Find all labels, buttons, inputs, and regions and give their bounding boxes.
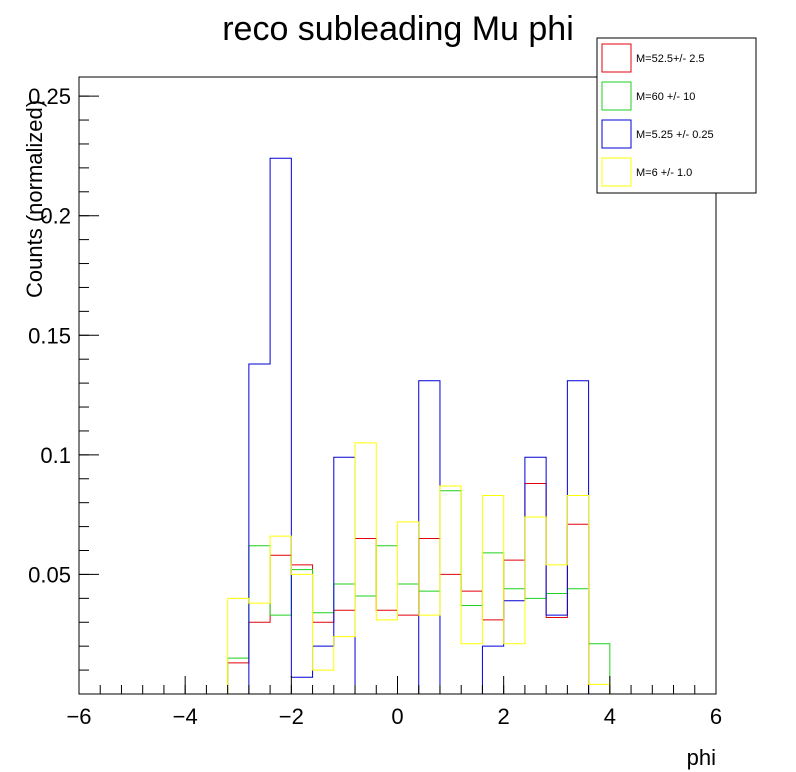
y-tick-label: 0.25 <box>28 84 71 109</box>
x-tick-label: 4 <box>604 704 616 729</box>
legend-swatch-4 <box>601 157 632 187</box>
chart-title: reco subleading Mu phi <box>222 10 574 48</box>
legend-box <box>596 37 757 194</box>
y-tick-label: 0.2 <box>40 204 71 229</box>
x-tick-label: 6 <box>710 704 722 729</box>
legend: M=52.5+/- 2.5 M=60 +/- 10 M=5.25 +/- 0.25 M… <box>596 37 757 194</box>
x-tick-label: −6 <box>66 704 91 729</box>
y-axis-label: Counts (normalized) <box>22 100 47 298</box>
legend-swatch-1 <box>601 43 632 73</box>
histogram-series-2 <box>79 490 716 695</box>
histogram-series-4 <box>79 442 716 695</box>
y-tick-label: 0.15 <box>28 323 71 348</box>
y-tick-label: 0.05 <box>28 562 71 587</box>
axes: −6 −4 −2 0 2 4 6 0.05 0.1 0.15 0.2 0.25 <box>28 84 722 729</box>
x-tick-label: −4 <box>173 704 198 729</box>
legend-swatch-2 <box>601 81 632 111</box>
histogram-series-group <box>79 157 716 695</box>
x-axis-label: phi <box>687 745 716 770</box>
legend-label-1: M=52.5+/- 2.5 <box>636 53 705 65</box>
x-tick-label: 0 <box>391 704 403 729</box>
legend-label-2: M=60 +/- 10 <box>636 91 695 103</box>
y-tick-label: 0.1 <box>40 443 71 468</box>
legend-label-4: M=6 +/- 1.0 <box>636 167 692 179</box>
x-tick-label: 2 <box>498 704 510 729</box>
legend-swatch-3 <box>601 119 632 149</box>
x-tick-label: −2 <box>279 704 304 729</box>
legend-label-3: M=5.25 +/- 0.25 <box>636 129 714 141</box>
